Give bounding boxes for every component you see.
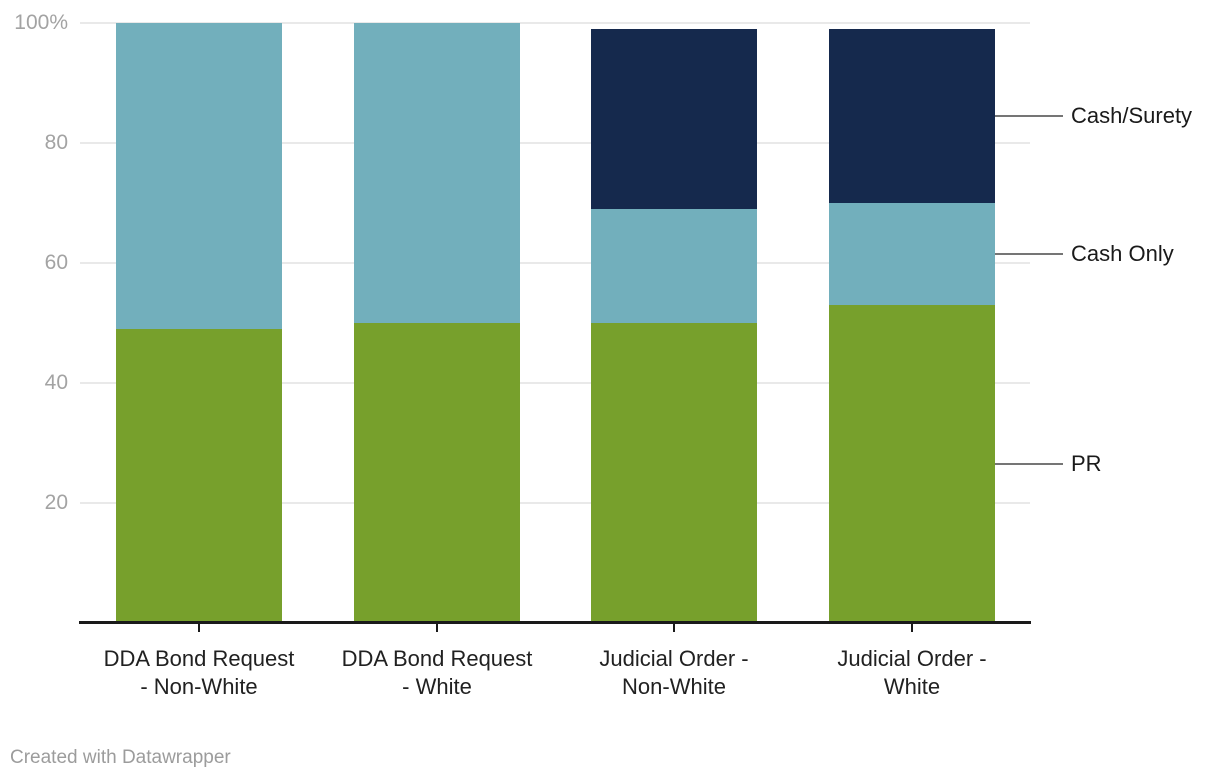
x-axis-category-label: DDA Bond Request - White (322, 645, 552, 701)
x-axis-category-label: Judicial Order - Non-White (559, 645, 789, 701)
bar-segment-cash-only[interactable] (829, 203, 995, 305)
x-axis-category-label-line: Judicial Order - (837, 646, 987, 671)
gridline (80, 22, 1030, 24)
gridline (80, 382, 1030, 384)
y-axis-tick-label: 100% (14, 11, 68, 34)
x-axis-category-label: Judicial Order - White (797, 645, 1027, 701)
series-label-cash-surety: Cash/Surety (1071, 103, 1193, 128)
attribution-text: Created with Datawrapper (10, 747, 231, 768)
bar-segment-pr[interactable] (591, 323, 757, 623)
x-axis-line (79, 621, 1031, 624)
x-axis-category-label-line: - White (402, 674, 472, 699)
gridline (80, 262, 1030, 264)
x-axis-tick (198, 624, 200, 632)
bar-segment-pr[interactable] (116, 329, 282, 623)
bar-segment-pr[interactable] (354, 323, 520, 623)
x-axis-category-label-line: Non-White (622, 674, 726, 699)
x-axis-category-label-line: DDA Bond Request (341, 646, 533, 671)
series-label-cash-only: Cash Only (1071, 241, 1174, 266)
bar-segment-cash-surety[interactable] (591, 29, 757, 209)
series-label-connector (995, 253, 1063, 255)
series-label-pr: PR (1071, 451, 1102, 476)
x-axis-tick (911, 624, 913, 632)
x-axis-category-label-line: DDA Bond Request (103, 646, 295, 671)
x-axis-category-label: DDA Bond Request - Non-White (84, 645, 314, 701)
series-label-connector (995, 115, 1063, 117)
y-axis-tick-label: 40 (44, 371, 68, 394)
x-axis-category-label-line: Judicial Order - (599, 646, 749, 671)
x-axis-category-label-line: - Non-White (140, 674, 258, 699)
x-axis-tick (436, 624, 438, 632)
gridline (80, 502, 1030, 504)
y-axis-tick-label: 80 (44, 131, 68, 154)
y-axis-tick-label: 20 (44, 491, 68, 514)
gridline (80, 142, 1030, 144)
bar-segment-cash-only[interactable] (116, 23, 282, 329)
bar-segment-cash-only[interactable] (354, 23, 520, 323)
series-label-connector (995, 463, 1063, 465)
bar-segment-cash-only[interactable] (591, 209, 757, 323)
bar-segment-pr[interactable] (829, 305, 995, 623)
x-axis-category-label-line: White (883, 674, 941, 699)
bar-segment-cash-surety[interactable] (829, 29, 995, 203)
y-axis-tick-label: 60 (44, 251, 68, 274)
x-axis-tick (673, 624, 675, 632)
